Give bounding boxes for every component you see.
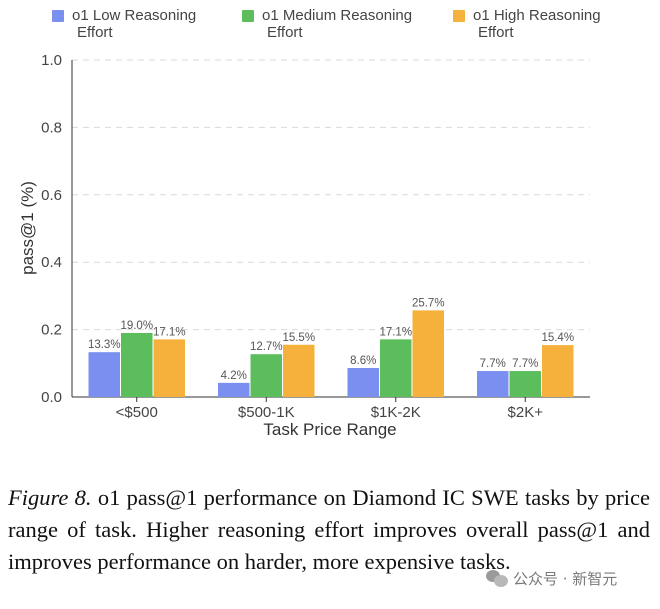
- bar-value-label: 15.4%: [541, 332, 574, 344]
- y-tick-label: 0.6: [41, 187, 62, 204]
- x-tick-label: <$500: [116, 404, 158, 421]
- bar-value-label: 25.7%: [412, 297, 445, 309]
- legend-label: Effort: [267, 24, 303, 41]
- legend-label: o1 Medium Reasoning: [262, 7, 412, 24]
- y-axis-title: pass@1 (%): [18, 181, 37, 275]
- legend-label: Effort: [478, 24, 514, 41]
- x-tick-label: $2K+: [508, 404, 544, 421]
- bar-value-label: 17.1%: [379, 326, 412, 338]
- watermark: 公众号 · 新智元: [486, 568, 617, 589]
- bar-value-label: 12.7%: [250, 341, 283, 353]
- bar-value-label: 13.3%: [88, 339, 121, 351]
- bar-value-label: 7.7%: [512, 358, 538, 370]
- data-labels: 13.3%19.0%17.1%4.2%12.7%15.5%8.6%17.1%25…: [88, 297, 574, 381]
- bar: [218, 382, 250, 397]
- bar: [283, 344, 315, 397]
- figure-label: Figure 8.: [8, 485, 92, 510]
- x-axis-title: Task Price Range: [263, 420, 396, 439]
- bar: [250, 354, 282, 397]
- bar: [542, 345, 574, 397]
- bar: [412, 310, 444, 397]
- bar-value-label: 17.1%: [153, 326, 186, 338]
- bar: [121, 332, 153, 397]
- legend-label: o1 High Reasoning: [473, 7, 601, 24]
- legend-swatch: [453, 10, 465, 22]
- legend-label: Effort: [77, 24, 113, 41]
- grid-lines: [72, 59, 590, 331]
- bar: [347, 368, 379, 397]
- legend-swatch: [52, 10, 64, 22]
- caption-text: o1 pass@1 performance on Diamond IC SWE …: [8, 485, 650, 574]
- axes: 0.0 0.2 0.4 0.6 0.8 1.0 <$500 $500-1K $1K-2K $2K+: [41, 52, 590, 421]
- bars: [88, 310, 574, 397]
- bar-value-label: 7.7%: [480, 358, 506, 370]
- figure-caption: Figure 8. o1 pass@1 performance on Diamo…: [8, 482, 650, 578]
- bar-value-label: 19.0%: [120, 320, 153, 332]
- y-tick-label: 0.2: [41, 322, 62, 339]
- bar: [153, 339, 185, 397]
- bar: [380, 339, 412, 397]
- bar-value-label: 8.6%: [350, 355, 376, 367]
- y-tick-label: 0.8: [41, 119, 62, 136]
- bar-value-label: 4.2%: [221, 370, 247, 382]
- x-tick-label: $1K-2K: [371, 404, 421, 421]
- legend-swatch: [242, 10, 254, 22]
- x-tick-label: $500-1K: [238, 404, 295, 421]
- y-tick-label: 0.4: [41, 254, 62, 271]
- wechat-icon: [486, 570, 508, 587]
- legend-label: o1 Low Reasoning: [72, 7, 196, 24]
- watermark-text: 公众号 · 新智元: [513, 570, 618, 588]
- bar: [88, 352, 120, 397]
- bar: [477, 371, 509, 397]
- bar: [509, 371, 541, 397]
- y-tick-label: 0.0: [41, 389, 62, 406]
- bar-chart: 0.0 0.2 0.4 0.6 0.8 1.0 <$500 $500-1K $1K-2K $2K+…: [18, 7, 601, 439]
- bar-value-label: 15.5%: [282, 332, 315, 344]
- y-tick-label: 1.0: [41, 52, 62, 69]
